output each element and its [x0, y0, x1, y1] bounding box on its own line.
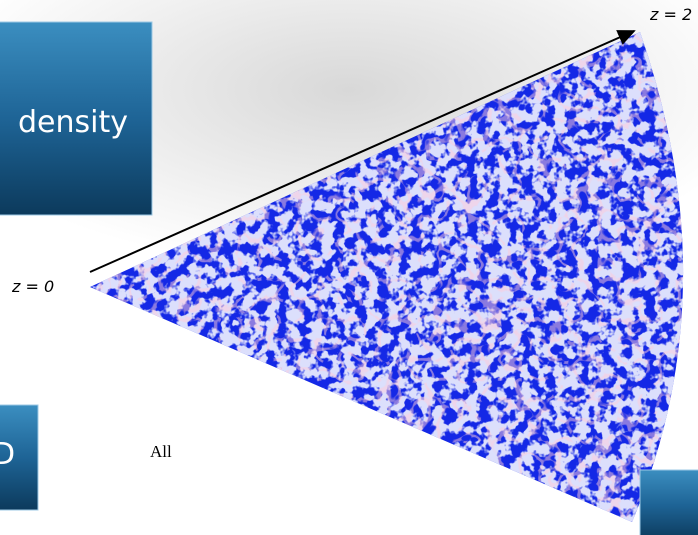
caption: All: [150, 442, 172, 461]
z-end-label: z = 2: [649, 5, 692, 24]
title-box-text: density: [18, 105, 128, 140]
page: density D z = 0 z = 2 All (() => { const…: [0, 0, 698, 535]
corner-box: [640, 470, 698, 535]
left-box-text: D: [0, 437, 15, 472]
slide: density D z = 0 z = 2 All: [0, 0, 698, 535]
z-start-label: z = 0: [11, 277, 54, 296]
